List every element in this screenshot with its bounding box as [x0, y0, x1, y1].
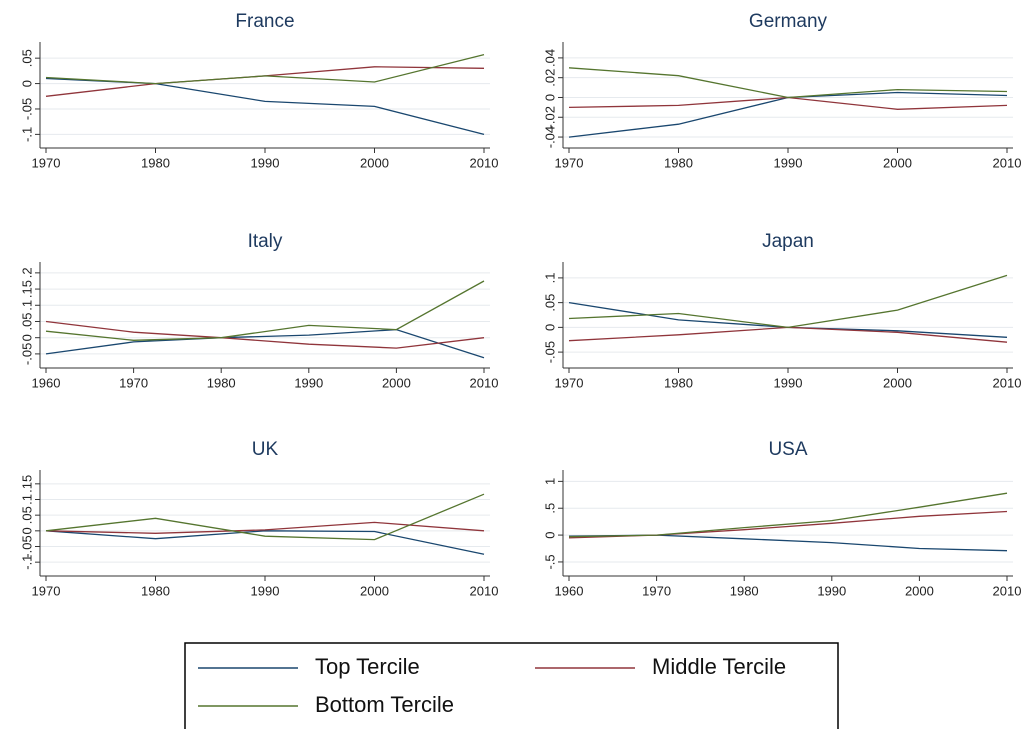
- x-tick-label: 1980: [141, 583, 170, 598]
- x-tick-label: 1980: [730, 583, 759, 598]
- y-tick-label: -.05: [19, 343, 34, 365]
- y-tick-label: -.02: [542, 106, 557, 128]
- x-tick-label: 2010: [470, 583, 499, 598]
- legend-label: Bottom Tercile: [315, 692, 454, 717]
- x-tick-label: 1990: [774, 155, 803, 170]
- series-line: [568, 96, 1008, 110]
- y-tick-label: -.04: [542, 126, 557, 148]
- series-line: [45, 521, 485, 534]
- y-tick-label: .1: [542, 272, 557, 283]
- series-line: [45, 53, 485, 85]
- series-line: [568, 91, 1008, 138]
- y-tick-label: -.1: [19, 555, 34, 570]
- y-tick-label: .1: [19, 300, 34, 311]
- legend-box: [184, 642, 839, 734]
- series-line: [45, 280, 485, 341]
- y-tick-label: 0: [19, 527, 34, 534]
- panel-title: Japan: [762, 231, 814, 252]
- y-tick-label: -.05: [19, 535, 34, 557]
- y-tick-label: .1: [19, 494, 34, 505]
- x-tick-label: 2010: [993, 583, 1022, 598]
- y-tick-label: .05: [19, 49, 34, 67]
- series-line: [568, 326, 1008, 343]
- x-tick-label: 2010: [993, 375, 1022, 390]
- x-tick-label: 1980: [664, 155, 693, 170]
- x-tick-label: 2010: [470, 375, 499, 390]
- series-line: [568, 301, 1008, 338]
- y-tick-label: .2: [19, 267, 34, 278]
- panel-title: UK: [252, 439, 279, 460]
- x-tick-label: 1990: [294, 375, 323, 390]
- series-line: [45, 320, 485, 349]
- series-line: [568, 67, 1008, 99]
- x-tick-label: 2000: [905, 583, 934, 598]
- y-tick-label: .15: [19, 280, 34, 298]
- panel-title: Germany: [749, 11, 828, 32]
- y-tick-label: .04: [542, 49, 557, 67]
- y-tick-label: 0: [542, 531, 557, 538]
- x-tick-label: 2000: [360, 155, 389, 170]
- x-tick-label: 1990: [251, 155, 280, 170]
- series-line: [568, 492, 1008, 538]
- x-tick-label: 2000: [382, 375, 411, 390]
- y-tick-label: 0: [542, 324, 557, 331]
- x-tick-label: 1990: [251, 583, 280, 598]
- y-tick-label: -.05: [19, 98, 34, 120]
- y-tick-label: .05: [19, 312, 34, 330]
- x-tick-label: 1970: [642, 583, 671, 598]
- y-tick-label: -.5: [542, 554, 557, 569]
- series-line: [568, 274, 1008, 329]
- y-tick-label: -.05: [542, 341, 557, 363]
- y-tick-label: .5: [542, 503, 557, 514]
- series-line: [45, 77, 485, 136]
- y-tick-label: .15: [19, 475, 34, 493]
- x-tick-label: 1970: [555, 375, 584, 390]
- series-line: [45, 328, 485, 359]
- y-tick-label: 0: [19, 334, 34, 341]
- x-tick-label: 1960: [32, 375, 61, 390]
- series-line: [45, 530, 485, 555]
- y-tick-label: .02: [542, 69, 557, 87]
- series-line: [45, 493, 485, 541]
- legend-label: Top Tercile: [315, 654, 420, 679]
- x-tick-label: 1970: [119, 375, 148, 390]
- x-tick-label: 1970: [555, 155, 584, 170]
- x-tick-label: 1990: [817, 583, 846, 598]
- x-tick-label: 2000: [883, 375, 912, 390]
- x-tick-label: 2000: [360, 583, 389, 598]
- y-tick-label: 0: [19, 80, 34, 87]
- y-tick-label: 1: [542, 478, 557, 485]
- y-tick-label: -.1: [19, 127, 34, 142]
- x-tick-label: 1980: [207, 375, 236, 390]
- y-tick-label: .05: [542, 294, 557, 312]
- x-tick-label: 1980: [141, 155, 170, 170]
- x-tick-label: 1990: [774, 375, 803, 390]
- x-tick-label: 2010: [993, 155, 1022, 170]
- x-tick-label: 2010: [470, 155, 499, 170]
- panel-title: Italy: [248, 231, 283, 252]
- x-tick-label: 2000: [883, 155, 912, 170]
- legend-label: Middle Tercile: [652, 654, 786, 679]
- panel-title: USA: [768, 439, 807, 460]
- x-tick-label: 1970: [32, 583, 61, 598]
- x-tick-label: 1960: [555, 583, 584, 598]
- x-tick-label: 1970: [32, 155, 61, 170]
- x-tick-label: 1980: [664, 375, 693, 390]
- y-tick-label: .05: [19, 506, 34, 524]
- series-line: [568, 534, 1008, 552]
- y-tick-label: 0: [542, 94, 557, 101]
- panel-title: France: [235, 11, 294, 32]
